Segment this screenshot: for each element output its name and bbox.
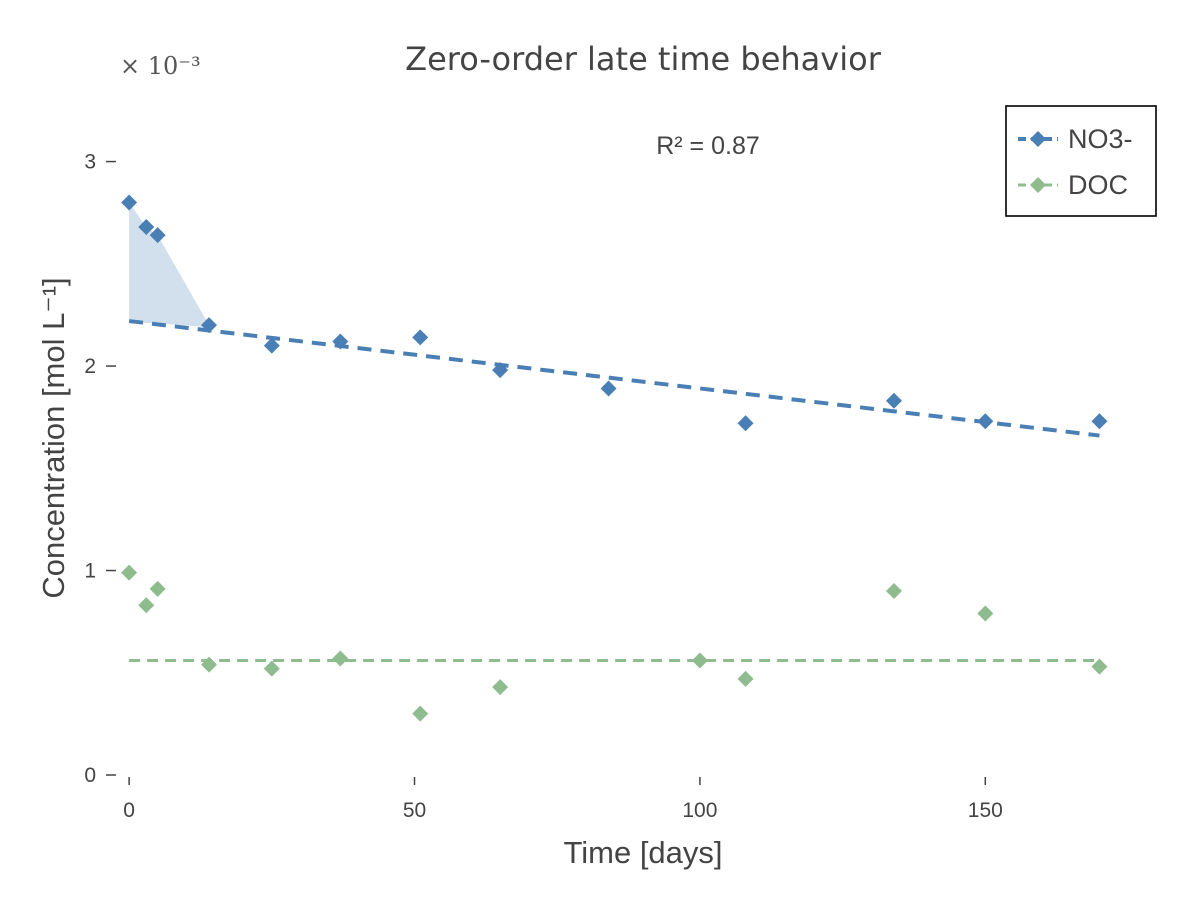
doc-data-point: [138, 597, 155, 614]
x-tick-label: 150: [968, 799, 1003, 822]
legend: NO3- DOC: [1005, 105, 1157, 217]
doc-data-point: [412, 705, 429, 722]
plot-area: 0 50 100 150 0 1 2 3: [84, 151, 1108, 822]
legend-marker-doc: [1030, 177, 1046, 193]
doc-data-point: [332, 650, 349, 667]
legend-label-no3: NO3-: [1068, 124, 1133, 154]
y-tick-label: 2: [84, 355, 96, 378]
x-tick-label: 100: [682, 799, 717, 822]
doc-data-point: [737, 670, 754, 687]
doc-data-point: [492, 679, 509, 696]
y-tick-label: 3: [84, 151, 96, 174]
no3-data-point: [885, 392, 902, 409]
no3-data-point: [977, 413, 994, 430]
legend-box: [1005, 105, 1157, 217]
no3-data-point: [737, 415, 754, 432]
no3-data-point: [412, 329, 429, 346]
y-tick-label: 1: [84, 560, 96, 583]
doc-data-point: [263, 660, 280, 677]
no3-data-point: [263, 337, 280, 354]
x-axis-label: Time [days]: [563, 835, 722, 870]
y-tick-label: 0: [84, 764, 96, 787]
doc-data-point: [121, 564, 138, 581]
doc-data-point: [885, 582, 902, 599]
x-tick-label: 0: [123, 799, 135, 822]
legend-label-doc: DOC: [1068, 170, 1128, 200]
no3-shaded-band: [129, 202, 210, 328]
legend-marker-no3: [1030, 131, 1046, 147]
doc-data-point: [149, 580, 166, 597]
no3-data-point: [121, 194, 138, 211]
no3-data-point: [149, 227, 166, 244]
doc-data-point: [977, 605, 994, 622]
no3-data-point: [492, 362, 509, 379]
doc-data-point: [1091, 658, 1108, 675]
doc-data-point: [691, 652, 708, 669]
no3-data-point: [332, 333, 349, 350]
doc-data-point: [201, 656, 218, 673]
no3-data-point: [600, 380, 617, 397]
no3-data-point: [1091, 413, 1108, 430]
x-tick-label: 50: [403, 799, 426, 822]
no3-data-point: [201, 317, 218, 334]
r-squared-annotation: R² = 0.87: [656, 132, 760, 160]
no3-fit-line: [128, 319, 1100, 438]
y-multiplier-label: × 10⁻³: [120, 52, 201, 80]
chart-title: Zero-order late time behavior: [405, 40, 882, 78]
y-axis-label: Concentration [mol L⁻¹]: [36, 277, 71, 598]
no3-data-point: [138, 219, 155, 235]
